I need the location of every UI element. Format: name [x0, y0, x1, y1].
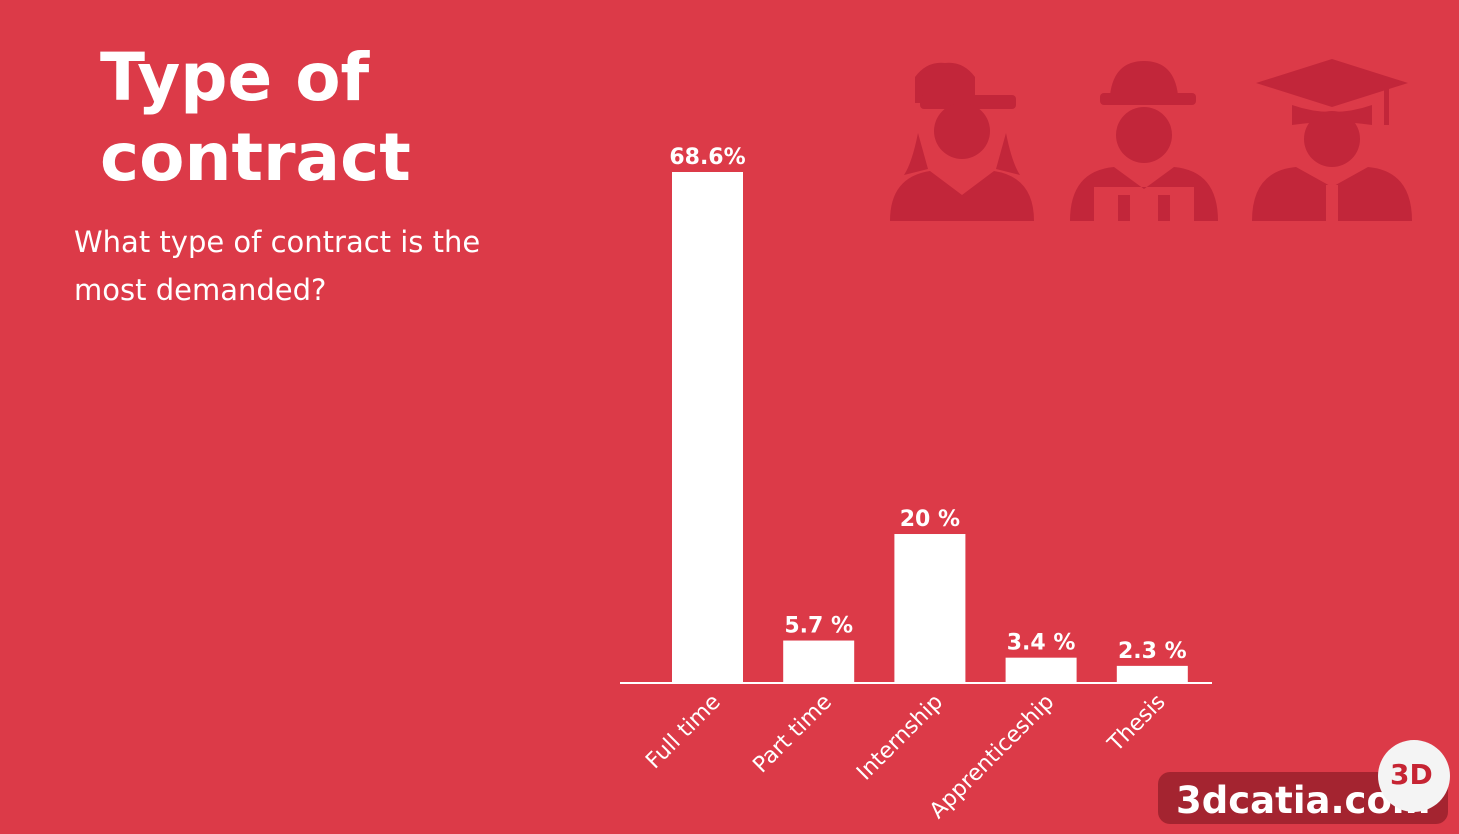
construction-worker-icon — [1070, 61, 1218, 221]
bar-0 — [672, 172, 743, 683]
data-label-0: 68.6% — [669, 145, 745, 170]
bar-4 — [1116, 665, 1188, 683]
logo-badge — [1378, 740, 1450, 812]
bar-1 — [783, 640, 855, 683]
bar-3 — [1005, 657, 1077, 683]
slide-subtitle: What type of contract is the most demand… — [74, 225, 481, 307]
data-label-2: 20 % — [900, 507, 960, 532]
category-label-0: Full time — [641, 690, 725, 774]
workers-icon-group — [890, 59, 1412, 221]
bars-layer: 68.6% Full time 5.7 % Part time 20 % Internsh… — [641, 145, 1188, 824]
logo-text: 3D — [1390, 758, 1433, 791]
data-label-3: 3.4 % — [1007, 631, 1076, 656]
bar-2 — [894, 534, 966, 683]
category-label-2: Internship — [852, 690, 948, 786]
category-label-1: Part time — [748, 690, 836, 778]
category-label-4: Thesis — [1103, 690, 1171, 758]
title-line-1: Type of — [100, 39, 370, 116]
data-label-1: 5.7 % — [784, 614, 853, 639]
slide-title: Type of contract — [100, 38, 411, 198]
data-label-4: 2.3 % — [1118, 639, 1187, 664]
graduate-icon — [1252, 59, 1412, 221]
title-line-2: contract — [100, 119, 411, 196]
female-worker-icon — [890, 62, 1034, 221]
